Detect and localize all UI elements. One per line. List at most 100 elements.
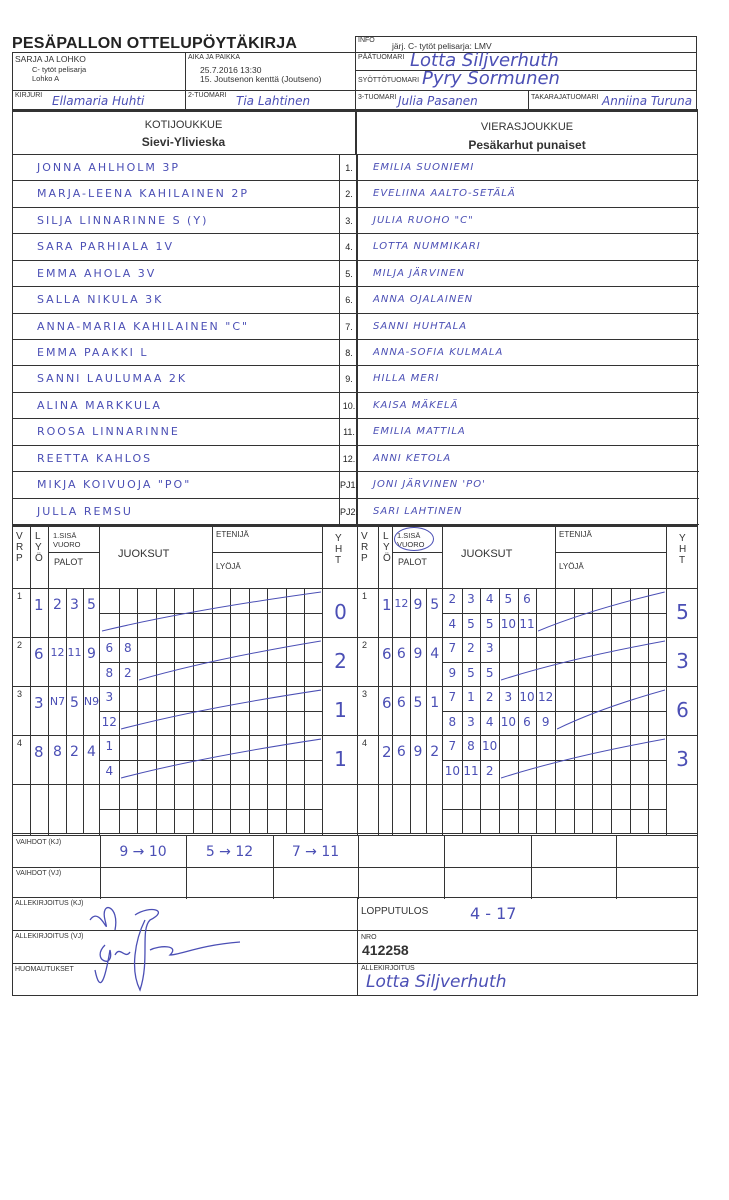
place-value: 15. Joutsenon kenttä (Joutseno) [200, 74, 322, 84]
total-header: T [679, 555, 686, 566]
away-subs-label: VAIHDOT (VJ) [16, 870, 62, 877]
inning-number: 3 [362, 689, 368, 699]
grid-line [118, 686, 120, 735]
out-player: 6 [396, 646, 406, 662]
grid-line [66, 637, 67, 686]
result-value: 4 - 17 [470, 904, 517, 923]
grid-line [480, 588, 482, 637]
home-player-name: EMMA PAAKKI L [37, 346, 149, 359]
inning-total: 3 [676, 649, 689, 673]
inning-row-line [358, 686, 698, 687]
grid-line [267, 637, 269, 686]
out-player: 6 [396, 744, 406, 760]
grid-line [648, 588, 650, 637]
grid-line [592, 637, 594, 686]
grid-line [426, 588, 428, 637]
grid-line [66, 686, 67, 735]
grid-line [285, 686, 287, 735]
grid-line [155, 784, 157, 833]
grid-line [13, 867, 699, 868]
cancel-stroke [139, 640, 321, 681]
out-player: 12 [394, 597, 409, 610]
grid-line [426, 735, 428, 784]
roster-number: 10. [342, 400, 356, 411]
home-substitution: 5 → 12 [205, 844, 254, 860]
grid-line [444, 836, 445, 899]
grid-line [517, 735, 519, 784]
grid-line [611, 637, 612, 686]
away-player-name: SANNI HUHTALA [373, 320, 468, 332]
inning-total: 0 [334, 600, 347, 624]
batter-number: 10 [500, 714, 516, 729]
grid-line [248, 686, 250, 735]
grid-line [555, 552, 667, 553]
lyo-header: Ö [383, 553, 391, 564]
batter-number: 2 [485, 763, 494, 778]
nro-value: 412258 [362, 942, 409, 958]
grid-line [461, 637, 463, 686]
out-player: 12 [50, 646, 65, 659]
roster-number-cell [339, 340, 358, 367]
time-value: 25.7.2016 13:30 [200, 65, 262, 75]
inning-number: 3 [17, 689, 23, 699]
runner-header: ETENIJÄ [216, 530, 249, 539]
grid-line [536, 735, 538, 784]
grid-line [461, 735, 463, 784]
grid-line [285, 735, 287, 784]
lyo-header: Ö [35, 553, 43, 564]
head-umpire-value: Lotta Siljverhuth [410, 50, 559, 71]
grid-line [611, 784, 612, 833]
runner-number: 6 [105, 641, 114, 655]
out-player: 4 [87, 744, 96, 760]
batter-number: 8 [105, 665, 114, 680]
grid-line [517, 588, 519, 637]
runner-number: 12 [538, 690, 554, 704]
runner-number: 2 [485, 690, 494, 704]
home-player-name: SANNI LAULUMAA 2K [37, 372, 188, 386]
grid-line [230, 784, 232, 833]
inning-row-line [358, 735, 698, 736]
sign-home-label: ALLEKIRJOITUS (KJ) [15, 900, 84, 907]
runner-number: 3 [504, 690, 513, 704]
grid-line [648, 637, 650, 686]
grid-line [536, 784, 538, 833]
grid-line [358, 588, 698, 589]
grid-line [499, 588, 500, 637]
grid-line [393, 552, 443, 553]
series-label: SARJA JA LOHKO [15, 54, 86, 64]
first-batter: 3 [34, 694, 44, 712]
grid-line [267, 686, 269, 735]
batter-number: 11 [519, 616, 535, 631]
home-player-name: SILJA LINNARINNE S (Y) [37, 213, 209, 227]
total-header: Y [335, 533, 342, 544]
head-umpire-label: PÄÄTUOMARI [358, 54, 405, 61]
grid-line [480, 735, 482, 784]
grid-line [517, 637, 519, 686]
grid-line [611, 588, 612, 637]
out-player: N9 [83, 695, 100, 708]
batter-number: 5 [485, 665, 494, 680]
grid-line [304, 588, 306, 637]
home-scoring-grid: V R P L Y Ö 1.SISÄ VUORO PALOT JUOKSUT ETENIJÄ LYÖ… [13, 526, 358, 836]
runner-number: 10 [482, 739, 498, 753]
grid-line [616, 836, 617, 899]
batter-number: 10 [500, 616, 516, 631]
grid-line [697, 526, 698, 836]
grid-line [174, 588, 176, 637]
grid-line [211, 735, 213, 784]
grid-line [555, 526, 556, 588]
grid-line [536, 588, 538, 637]
home-player-name: ROOSA LINNARINNE [37, 425, 180, 439]
grid-line [248, 637, 250, 686]
out-player: 8 [53, 744, 62, 760]
runner-number: 5 [504, 592, 513, 606]
home-player-name: EMMA AHOLA 3V [37, 266, 157, 280]
roster-number-cell [339, 181, 358, 208]
roster-number-cell [339, 287, 358, 314]
vrp-header: P [361, 553, 368, 564]
runner-number: 4 [485, 592, 494, 606]
grid-line [192, 686, 194, 735]
roster-number-cell [339, 392, 358, 420]
outs-header: PALOT [398, 557, 427, 567]
scoring-table: V R P L Y Ö 1.SISÄ VUORO PALOT JUOKSUT ETENIJÄ LYÖ… [12, 526, 698, 836]
